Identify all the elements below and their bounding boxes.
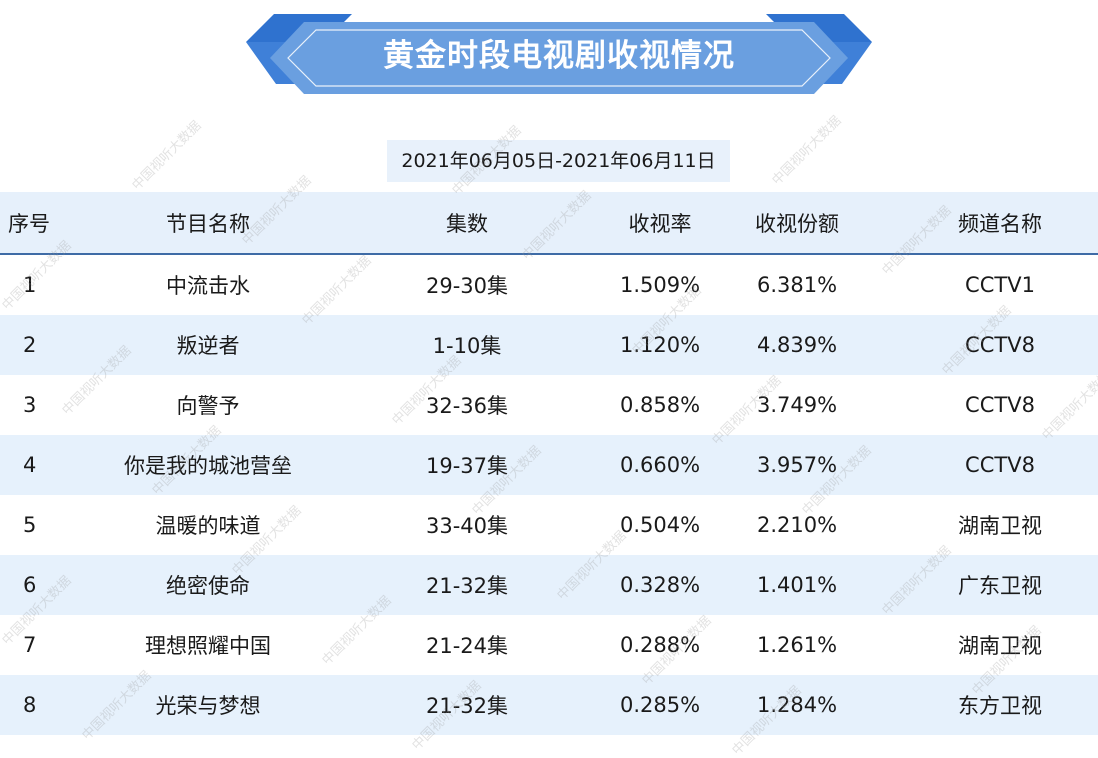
row-share: 6.381% <box>756 273 838 297</box>
header-program-name: 节目名称 <box>166 211 250 236</box>
row-channel: CCTV8 <box>965 453 1035 477</box>
row-program-name: 向警予 <box>176 394 240 418</box>
table-row: 7 理想照耀中国 21-24集 0.288% 1.261% 湖南卫视 <box>0 615 1098 675</box>
watermark-text: 中国视听大数据 <box>129 118 205 194</box>
row-share: 1.261% <box>756 633 838 657</box>
row-share: 2.210% <box>756 513 838 537</box>
row-program-name: 叛逆者 <box>176 334 240 358</box>
row-episodes: 21-32集 <box>425 694 509 718</box>
header-episodes: 集数 <box>446 211 488 236</box>
row-program-name: 理想照耀中国 <box>145 634 271 658</box>
header-share: 收视份额 <box>755 211 839 236</box>
row-share: 1.401% <box>756 573 838 597</box>
row-episodes: 29-30集 <box>425 274 509 298</box>
page-title: 黄金时段电视剧收视情况 <box>383 38 735 74</box>
row-share: 4.839% <box>756 333 838 357</box>
ratings-table: 序号 节目名称 集数 收视率 收视份额 频道名称 1 中流击水 29-30集 1… <box>0 192 1098 735</box>
row-index: 2 <box>23 333 37 357</box>
table-row: 6 绝密使命 21-32集 0.328% 1.401% 广东卫视 <box>0 555 1098 615</box>
row-channel: 湖南卫视 <box>958 634 1042 658</box>
row-channel: 湖南卫视 <box>958 514 1042 538</box>
row-index: 3 <box>23 393 37 417</box>
row-index: 6 <box>23 573 37 597</box>
row-index: 4 <box>23 453 37 477</box>
table-row: 1 中流击水 29-30集 1.509% 6.381% CCTV1 <box>0 255 1098 315</box>
table-row: 8 光荣与梦想 21-32集 0.285% 1.284% 东方卫视 <box>0 675 1098 735</box>
banner-shape-icon <box>246 14 872 94</box>
row-rating: 0.285% <box>619 693 701 717</box>
row-index: 1 <box>23 273 37 297</box>
row-index: 5 <box>23 513 37 537</box>
row-program-name: 温暖的味道 <box>155 514 261 538</box>
row-channel: CCTV1 <box>965 273 1035 297</box>
row-rating: 0.288% <box>619 633 701 657</box>
row-index: 7 <box>23 633 37 657</box>
table-row: 2 叛逆者 1-10集 1.120% 4.839% CCTV8 <box>0 315 1098 375</box>
header-rating: 收视率 <box>628 211 692 236</box>
row-episodes: 33-40集 <box>425 514 509 538</box>
row-episodes: 32-36集 <box>425 394 509 418</box>
header-channel: 频道名称 <box>958 211 1042 236</box>
row-rating: 1.120% <box>619 333 701 357</box>
row-share: 1.284% <box>756 693 838 717</box>
title-banner: 黄金时段电视剧收视情况 <box>246 12 872 96</box>
row-episodes: 21-24集 <box>425 634 509 658</box>
watermark-text: 中国视听大数据 <box>769 113 845 189</box>
row-rating: 1.509% <box>619 273 701 297</box>
row-program-name: 光荣与梦想 <box>155 694 261 718</box>
table-row: 5 温暖的味道 33-40集 0.504% 2.210% 湖南卫视 <box>0 495 1098 555</box>
date-range-label: 2021年06月05日-2021年06月11日 <box>387 140 730 182</box>
row-episodes: 21-32集 <box>425 574 509 598</box>
row-rating: 0.660% <box>619 453 701 477</box>
row-channel: 东方卫视 <box>958 694 1042 718</box>
row-program-name: 你是我的城池营垒 <box>124 454 292 478</box>
row-channel: CCTV8 <box>965 393 1035 417</box>
row-program-name: 中流击水 <box>166 274 250 298</box>
row-index: 8 <box>23 693 37 717</box>
row-rating: 0.328% <box>619 573 701 597</box>
row-episodes: 1-10集 <box>432 334 502 358</box>
row-episodes: 19-37集 <box>425 454 509 478</box>
row-rating: 0.504% <box>619 513 701 537</box>
row-program-name: 绝密使命 <box>166 574 250 598</box>
header-index: 序号 <box>8 211 50 236</box>
row-channel: CCTV8 <box>965 333 1035 357</box>
table-header-row: 序号 节目名称 集数 收视率 收视份额 频道名称 <box>0 192 1098 255</box>
table-row: 4 你是我的城池营垒 19-37集 0.660% 3.957% CCTV8 <box>0 435 1098 495</box>
table-row: 3 向警予 32-36集 0.858% 3.749% CCTV8 <box>0 375 1098 435</box>
row-rating: 0.858% <box>619 393 701 417</box>
row-channel: 广东卫视 <box>958 574 1042 598</box>
row-share: 3.749% <box>756 393 838 417</box>
row-share: 3.957% <box>756 453 838 477</box>
